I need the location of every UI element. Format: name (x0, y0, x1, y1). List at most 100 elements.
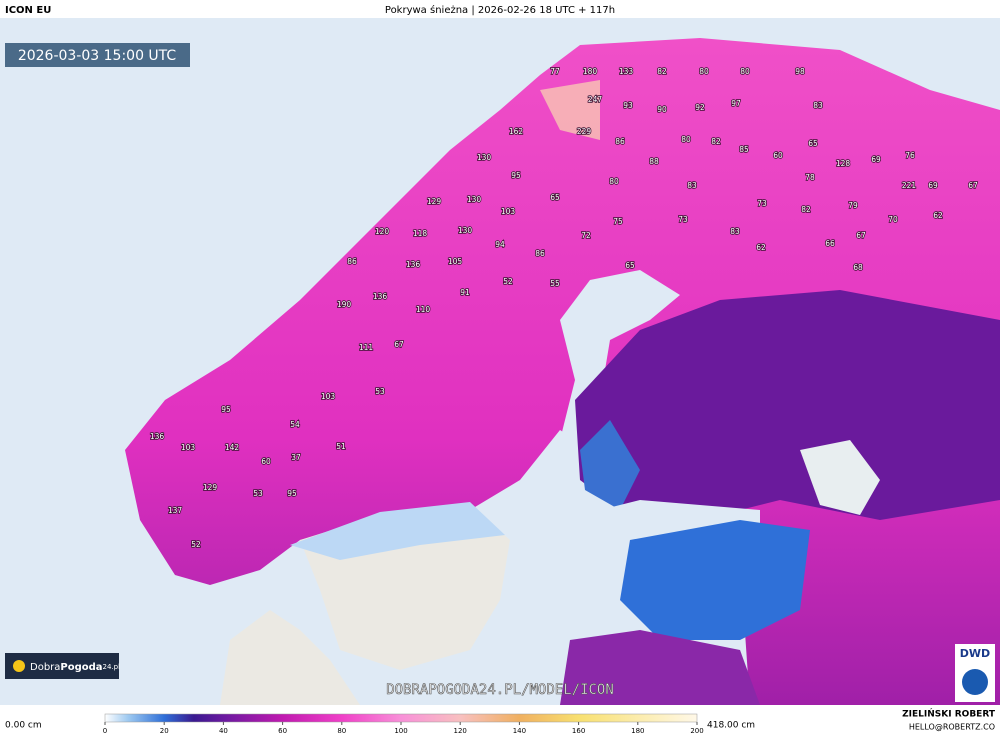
snow-depth-label: 130 (467, 195, 482, 204)
snow-depth-label: 94 (495, 240, 505, 249)
snow-depth-label: 130 (477, 153, 492, 162)
snow-depth-label: 129 (427, 197, 442, 206)
snow-depth-label: 73 (678, 215, 688, 224)
colorbar-tick-label: 200 (690, 727, 703, 735)
snow-depth-label: 54 (290, 420, 300, 429)
colorbar-tick-label: 0 (103, 727, 107, 735)
snow-depth-label: 68 (853, 263, 863, 272)
colorbar-tick-label: 160 (572, 727, 585, 735)
snow-depth-label: 69 (871, 155, 881, 164)
snow-depth-label: 77 (550, 67, 560, 76)
snow-depth-label: 86 (347, 257, 357, 266)
snow-depth-label: 62 (756, 243, 766, 252)
snow-depth-label: 52 (191, 540, 201, 549)
snow-depth-label: 66 (825, 239, 835, 248)
dwd-icon (962, 669, 988, 695)
colorbar-min: 0.00 cm (5, 721, 42, 731)
snow-depth-label: 76 (905, 151, 915, 160)
logo-part: Pogoda (60, 662, 102, 673)
snow-depth-label: 247 (588, 95, 603, 104)
snow-depth-label: 103 (321, 392, 336, 401)
finland-coast (580, 420, 640, 510)
snow-depth-label: 60 (773, 151, 783, 160)
snow-depth-label: 80 (681, 135, 691, 144)
snow-depth-label: 67 (968, 181, 978, 190)
colorbar-tick-label: 20 (160, 727, 169, 735)
snow-depth-label: 190 (337, 300, 352, 309)
finland-region (575, 290, 1000, 520)
time-box (5, 43, 190, 67)
snow-depth-label: 53 (253, 489, 263, 498)
denmark-germany (220, 610, 360, 705)
snow-depth-label: 129 (203, 483, 218, 492)
snow-depth-label: 67 (394, 340, 404, 349)
snow-depth-label: 73 (757, 199, 767, 208)
snow-depth-label: 120 (375, 227, 390, 236)
logo-sun (13, 660, 25, 672)
snow-depth-label: 88 (649, 157, 659, 166)
colorbar-tick-label: 80 (337, 727, 346, 735)
snow-depth-label: 80 (699, 67, 709, 76)
snow-depth-label: 78 (805, 173, 815, 182)
snow-depth-label: 111 (359, 343, 374, 352)
snow-depth-label: 80 (740, 67, 750, 76)
snow-depth-label: 65 (550, 193, 560, 202)
logo-part: 24.pl (103, 663, 121, 671)
snow-depth-label: 82 (801, 205, 811, 214)
snow-depth-label: 86 (615, 137, 625, 146)
snow-depth-label: 72 (581, 231, 591, 240)
snow-depth-label: 62 (933, 211, 943, 220)
colorbar-max: 418.00 cm (707, 721, 755, 731)
colorbar-ticks: 0 20 40 60 80 100 120 140 160 180 200 (103, 722, 704, 735)
colorbar-tick-label: 40 (219, 727, 228, 735)
snow-depth-labels: 77 180 133 82 80 80 98 247 93 90 92 97 83 162 229 86 80 8… (149, 66, 979, 550)
snow-depth-label: 82 (657, 67, 667, 76)
snow-depth-label: 133 (619, 67, 634, 76)
snow-depth-label: 98 (795, 67, 805, 76)
snow-depth-label: 60 (261, 457, 271, 466)
snow-depth-label: 83 (813, 101, 823, 110)
snow-depth-label: 90 (657, 105, 667, 114)
snow-depth-label: 137 (168, 506, 183, 515)
snow-depth-label: 93 (623, 101, 633, 110)
snow-depth-label: 180 (583, 67, 598, 76)
colorbar-tick-label: 60 (278, 727, 287, 735)
snow-depth-label: 97 (731, 99, 741, 108)
snow-depth-label: 92 (695, 103, 705, 112)
snow-depth-label: 79 (848, 201, 858, 210)
snow-depth-label: 162 (509, 127, 524, 136)
snow-depth-label: 103 (501, 207, 516, 216)
snow-depth-label: 85 (739, 145, 749, 154)
snow-depth-label: 130 (458, 226, 473, 235)
author-name: ZIELIŃSKI ROBERT (902, 708, 996, 720)
snow-depth-label: 95 (221, 405, 231, 414)
logo-part: Dobra (30, 662, 60, 673)
map: 77 180 133 82 80 80 98 247 93 90 92 97 83 162 229 86 80 8… (0, 18, 1000, 705)
snow-depth-label: 65 (625, 261, 635, 270)
lake-ladoga (800, 440, 880, 515)
snow-depth-label: 118 (413, 229, 428, 238)
map-title: Pokrywa śnieżna | 2026-02-26 18 UTC + 11… (385, 4, 615, 16)
colorbar-tick-label: 180 (631, 727, 644, 735)
snow-depth-label: 69 (928, 181, 938, 190)
colorbar-tick-label: 120 (454, 727, 467, 735)
snow-depth-label: 37 (291, 453, 301, 462)
model-name: ICON EU (5, 5, 51, 16)
snow-depth-label: 75 (613, 217, 623, 226)
snow-depth-label: 83 (730, 227, 740, 236)
valid-time: 2026-03-03 15:00 UTC (18, 48, 177, 64)
colorbar (104, 713, 698, 723)
snow-depth-label: 80 (609, 177, 619, 186)
snow-depth-label: 136 (373, 292, 388, 301)
snow-depth-label: 103 (181, 443, 196, 452)
deep-snow (540, 80, 600, 140)
snow-depth-label: 105 (448, 257, 463, 266)
poland-lithuania (560, 630, 760, 705)
snow-depth-label: 95 (511, 171, 521, 180)
snow-depth-label: 229 (577, 127, 592, 136)
snow-depth-label: 136 (150, 432, 165, 441)
snow-depth-label: 142 (225, 443, 240, 452)
snow-depth-label: 136 (406, 260, 421, 269)
snow-depth-label: 51 (336, 442, 346, 451)
